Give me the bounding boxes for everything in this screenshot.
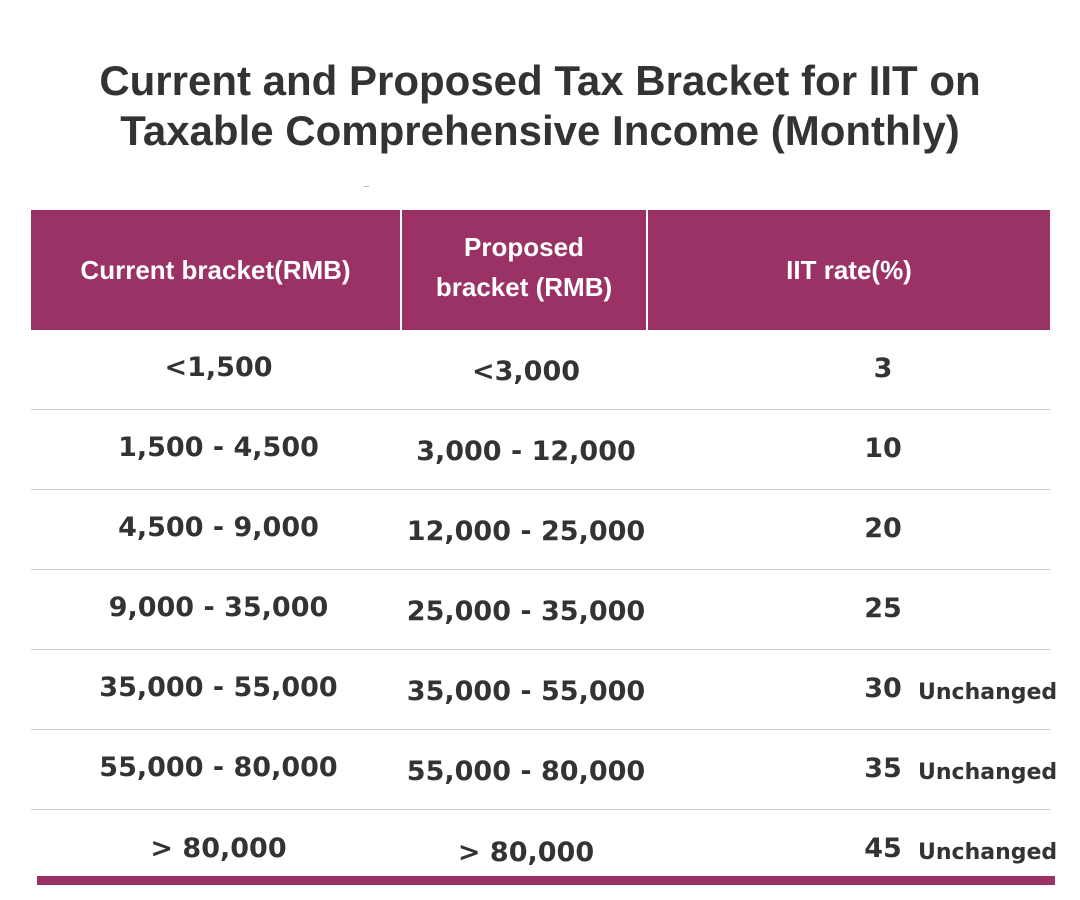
rate-cell: 3: [648, 330, 1050, 409]
title-line-2: Taxable Comprehensive Income (Monthly): [120, 107, 960, 154]
rate-cell: 20: [648, 490, 1050, 569]
proposed-bracket-cell: > 80,000: [457, 836, 595, 868]
rate-value: 20: [864, 512, 902, 544]
bottom-accent-bar: [37, 876, 1055, 885]
header-proposed-line-1: Proposed: [464, 232, 584, 262]
proposed-bracket-cell: <3,000: [471, 356, 581, 387]
proposed-bracket-cell: 25,000 - 35,000: [406, 596, 646, 627]
proposed-bracket-cell: 3,000 - 12,000: [416, 436, 636, 467]
unchanged-note: Unchanged: [918, 759, 1058, 785]
table-row: 55,000 - 80,000 55,000 - 80,000 35 Uncha…: [31, 730, 1057, 810]
rate-cell: 30 Unchanged: [648, 650, 1057, 729]
title-line-1: Current and Proposed Tax Bracket for IIT…: [99, 57, 981, 104]
header-proposed-line-2: bracket (RMB): [435, 272, 613, 302]
current-bracket-cell: 55,000 - 80,000: [99, 752, 338, 783]
stray-mark: [364, 186, 369, 187]
unchanged-note: Unchanged: [918, 679, 1058, 705]
header-proposed-text: Proposed bracket (RMB): [436, 227, 612, 307]
table-row: > 80,000 > 80,000 45 Unchanged: [31, 810, 1057, 890]
rate-cell: 45 Unchanged: [648, 810, 1057, 890]
table-row: 35,000 - 55,000 35,000 - 55,000 30 Uncha…: [31, 650, 1057, 730]
current-bracket-cell: 9,000 - 35,000: [108, 592, 329, 623]
current-bracket-cell: <1,500: [164, 352, 273, 383]
header-iit-rate: IIT rate(%): [786, 255, 912, 285]
header-proposed-bracket: Proposed bracket (RMB): [402, 210, 648, 330]
table-row: <1,500 <3,000 3: [31, 330, 1050, 410]
rate-value: 35: [864, 752, 902, 784]
table-row: 4,500 - 9,000 12,000 - 25,000 20: [31, 490, 1050, 570]
page-title: Current and Proposed Tax Bracket for IIT…: [0, 56, 1080, 156]
rate-value: 25: [864, 592, 902, 624]
current-bracket-cell: 4,500 - 9,000: [118, 512, 319, 543]
proposed-bracket-cell: 12,000 - 25,000: [406, 516, 646, 547]
header-current-bracket: Current bracket(RMB): [31, 210, 402, 330]
rate-value: 30: [864, 672, 902, 704]
tax-bracket-table: Current bracket(RMB) Proposed bracket (R…: [31, 210, 1057, 890]
table-row: 1,500 - 4,500 3,000 - 12,000 10: [31, 410, 1050, 490]
current-bracket-cell: > 80,000: [150, 832, 287, 864]
table-header: Current bracket(RMB) Proposed bracket (R…: [31, 210, 1050, 330]
rate-value: 10: [864, 432, 902, 464]
current-bracket-cell: 35,000 - 55,000: [99, 672, 338, 703]
proposed-bracket-cell: 55,000 - 80,000: [406, 756, 646, 787]
unchanged-note: Unchanged: [918, 840, 1058, 865]
rate-cell: 10: [648, 410, 1050, 489]
table-row: 9,000 - 35,000 25,000 - 35,000 25: [31, 570, 1050, 650]
rate-cell: 25: [648, 570, 1050, 649]
rate-value: 3: [873, 352, 893, 384]
rate-cell: 35 Unchanged: [648, 730, 1057, 809]
proposed-bracket-cell: 35,000 - 55,000: [406, 676, 646, 707]
current-bracket-cell: 1,500 - 4,500: [118, 432, 319, 463]
rate-value: 45: [864, 832, 902, 864]
